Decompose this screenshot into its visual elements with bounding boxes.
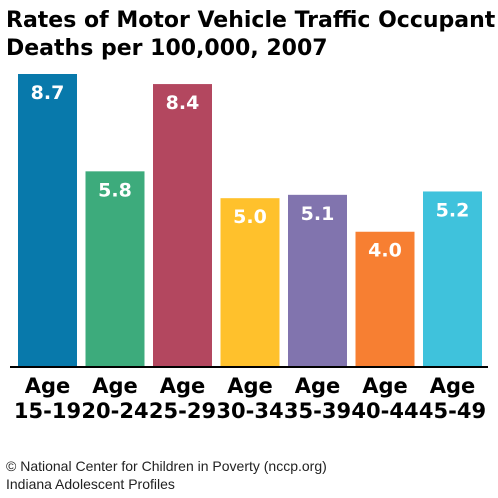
x-tick-label-3-line-2: 30-34 [216, 399, 283, 423]
bar-4 [288, 194, 347, 366]
x-tick-label-1-line-2: 20-24 [81, 399, 148, 423]
bar-6 [423, 191, 482, 366]
x-tick-labels: Age15-19Age20-24Age25-29Age30-34Age35-39… [14, 374, 486, 423]
x-tick-label-0-line-1: Age [25, 374, 71, 398]
x-tick-label-4-line-2: 35-39 [284, 399, 351, 423]
value-label-6: 5.2 [436, 199, 470, 221]
x-tick-label-4-line-1: Age [295, 374, 341, 398]
x-tick-label-6-line-2: 45-49 [419, 399, 486, 423]
bar-1 [85, 171, 145, 366]
bar-2 [153, 84, 212, 366]
x-tick-label-1-line-1: Age [92, 374, 138, 398]
bar-3 [220, 198, 280, 366]
copyright-footer: © National Center for Children in Povert… [6, 458, 327, 474]
bar-5 [355, 231, 415, 366]
bar-0 [18, 74, 77, 366]
x-tick-label-2-line-1: Age [160, 374, 206, 398]
source-footer: Indiana Adolescent Profiles [6, 476, 175, 492]
bars-group: 8.7 5.8 8.4 5.0 5.1 4.0 5.2 [18, 74, 482, 366]
x-tick-label-5-line-2: 40-44 [351, 399, 418, 423]
chart-title-line-2: Deaths per 100,000, 2007 [6, 36, 328, 61]
x-tick-label-2-line-2: 25-29 [149, 399, 216, 423]
value-label-1: 5.8 [98, 179, 132, 201]
value-label-5: 4.0 [368, 240, 402, 262]
value-label-4: 5.1 [301, 203, 335, 225]
value-label-2: 8.4 [166, 92, 200, 114]
value-label-3: 5.0 [233, 206, 267, 228]
chart-title-line-1: Rates of Motor Vehicle Traffic Occupant [6, 8, 496, 33]
x-tick-label-0-line-2: 15-19 [14, 399, 81, 423]
x-tick-label-3-line-1: Age [227, 374, 273, 398]
x-tick-label-6-line-1: Age [430, 374, 476, 398]
x-tick-label-5-line-1: Age [362, 374, 408, 398]
value-label-0: 8.7 [31, 82, 65, 104]
